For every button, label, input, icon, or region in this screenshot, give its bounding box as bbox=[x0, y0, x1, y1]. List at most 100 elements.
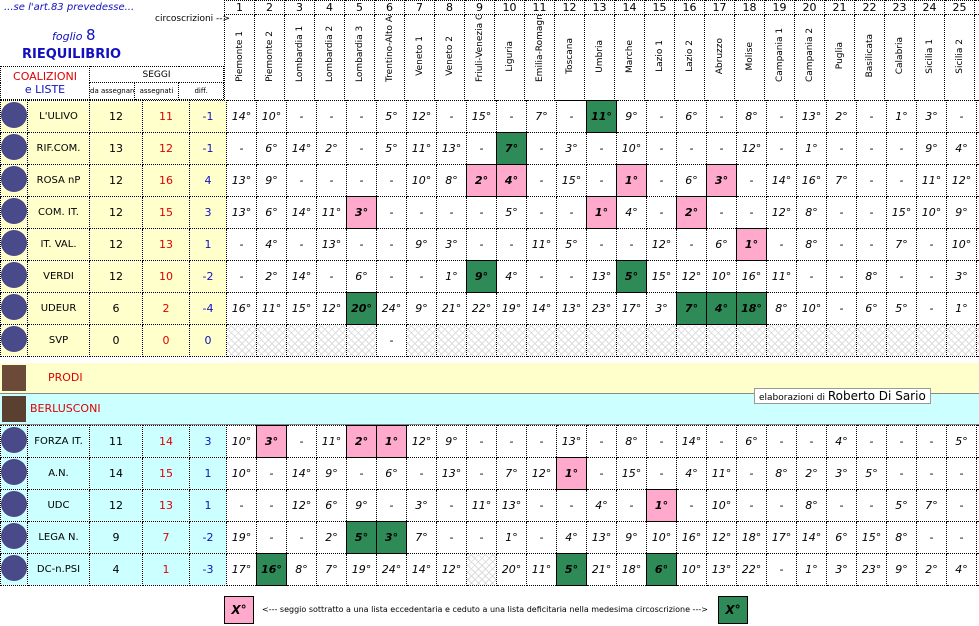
region-cell: - bbox=[286, 228, 317, 261]
region-cell: - bbox=[526, 260, 557, 293]
region-cell: - bbox=[766, 100, 797, 133]
list-name: L'ULIVO bbox=[27, 100, 90, 133]
region-cell: 9° bbox=[316, 457, 347, 490]
region-number: 15 bbox=[644, 0, 675, 15]
region-cell: 12° bbox=[946, 164, 977, 197]
region-cell: 6° bbox=[256, 132, 287, 165]
region-cell: 9° bbox=[886, 553, 917, 586]
region-cell: 2° bbox=[256, 260, 287, 293]
note-text: ...se l'art.83 prevedesse... bbox=[4, 2, 135, 13]
region-cell: 2° bbox=[466, 164, 497, 197]
region-cell: - bbox=[916, 457, 947, 490]
seat-d: 0 bbox=[189, 324, 227, 357]
region-number: 16 bbox=[674, 0, 705, 15]
region-cell bbox=[616, 324, 647, 357]
region-cell: 12° bbox=[436, 553, 467, 586]
region-cell: 5° bbox=[886, 292, 917, 325]
region-cell: - bbox=[886, 164, 917, 197]
seat-d: -2 bbox=[189, 260, 227, 293]
list-name: UDC bbox=[27, 489, 90, 522]
region-cell: 12° bbox=[736, 132, 767, 165]
region-cell: 15° bbox=[616, 457, 647, 490]
region-cell: 6° bbox=[856, 292, 887, 325]
region-cell: - bbox=[646, 132, 677, 165]
region-cell: - bbox=[796, 260, 827, 293]
region-cell: 1° bbox=[376, 425, 407, 458]
region-cell: - bbox=[856, 164, 887, 197]
region-cell: - bbox=[346, 164, 377, 197]
an-logo-icon bbox=[1, 459, 27, 485]
region-name: Lazio 2 bbox=[674, 14, 705, 101]
region-cell: - bbox=[796, 425, 827, 458]
region-cell: 12° bbox=[676, 260, 707, 293]
region-cell bbox=[736, 324, 767, 357]
region-cell: 4° bbox=[946, 132, 977, 165]
region-cell: 2° bbox=[796, 457, 827, 490]
region-cell: 13° bbox=[586, 260, 617, 293]
region-cell: - bbox=[226, 260, 257, 293]
seat-a: 4 bbox=[89, 553, 143, 586]
region-cell: - bbox=[616, 228, 647, 261]
region-number: 13 bbox=[584, 0, 615, 15]
region-cell: 11° bbox=[526, 553, 557, 586]
region-name: Lombardia 3 bbox=[344, 14, 375, 101]
region-name: Lazio 1 bbox=[644, 14, 675, 101]
region-cell: 1° bbox=[436, 260, 467, 293]
region-cell: - bbox=[886, 132, 917, 165]
region-cell: 13° bbox=[436, 457, 467, 490]
seat-d: 3 bbox=[189, 425, 227, 458]
region-name: Toscana bbox=[554, 14, 585, 101]
verdi-logo-icon bbox=[1, 262, 27, 288]
region-cell: 1° bbox=[796, 132, 827, 165]
region-cell: 4° bbox=[706, 292, 737, 325]
region-cell bbox=[346, 324, 377, 357]
legend-green-box: X° bbox=[718, 596, 748, 624]
region-cell: 16° bbox=[796, 164, 827, 197]
region-cell: 24° bbox=[376, 292, 407, 325]
region-cell: 7° bbox=[496, 457, 527, 490]
region-cell: - bbox=[826, 260, 857, 293]
region-name: Campania 1 bbox=[764, 14, 795, 101]
region-cell: 11° bbox=[916, 164, 947, 197]
region-number: 12 bbox=[554, 0, 585, 15]
region-cell: 4° bbox=[496, 260, 527, 293]
region-cell: - bbox=[526, 425, 557, 458]
seat-d: 4 bbox=[189, 164, 227, 197]
region-cell: 5° bbox=[556, 228, 587, 261]
region-cell: 12° bbox=[766, 196, 797, 229]
region-cell: - bbox=[346, 100, 377, 133]
list-row: COM. IT. 12 15 3 13° 6° 14° 11° 3° - - - -5° - -1° 4° -2… bbox=[0, 196, 979, 229]
region-cell: 12° bbox=[406, 100, 437, 133]
region-cell: 5° bbox=[616, 260, 647, 293]
seat-a: 6 bbox=[89, 292, 143, 325]
region-number: 4 bbox=[314, 0, 345, 15]
rosa-logo-icon bbox=[1, 166, 27, 192]
region-cell bbox=[886, 324, 917, 357]
region-cell: - bbox=[496, 100, 527, 133]
region-cell: 6° bbox=[346, 260, 377, 293]
list-row: UDC 12 13 1- -12° 6° 9° -3° -11° 13° - -4° -1° -10° - -… bbox=[0, 489, 979, 522]
region-cell: - bbox=[736, 164, 767, 197]
region-cell: - bbox=[526, 132, 557, 165]
region-cell: - bbox=[916, 228, 947, 261]
region-number: 1 bbox=[224, 0, 255, 15]
seat-b: 12 bbox=[142, 132, 190, 165]
region-cell: - bbox=[436, 489, 467, 522]
region-cell: - bbox=[556, 196, 587, 229]
region-number: 19 bbox=[764, 0, 795, 15]
region-cell: 10° bbox=[226, 457, 257, 490]
region-cell: 4° bbox=[826, 425, 857, 458]
region-cell: - bbox=[766, 132, 797, 165]
region-cell: - bbox=[406, 457, 437, 490]
region-cell: - bbox=[646, 100, 677, 133]
region-cell: - bbox=[256, 457, 287, 490]
region-cell bbox=[496, 324, 527, 357]
region-cell bbox=[826, 324, 857, 357]
region-number: 10 bbox=[494, 0, 525, 15]
seat-d: -2 bbox=[189, 521, 227, 554]
region-name: Puglia bbox=[824, 14, 855, 101]
seat-a: 12 bbox=[89, 196, 143, 229]
region-cell: 19° bbox=[496, 292, 527, 325]
region-cell: 9° bbox=[616, 100, 647, 133]
region-cell bbox=[766, 324, 797, 357]
